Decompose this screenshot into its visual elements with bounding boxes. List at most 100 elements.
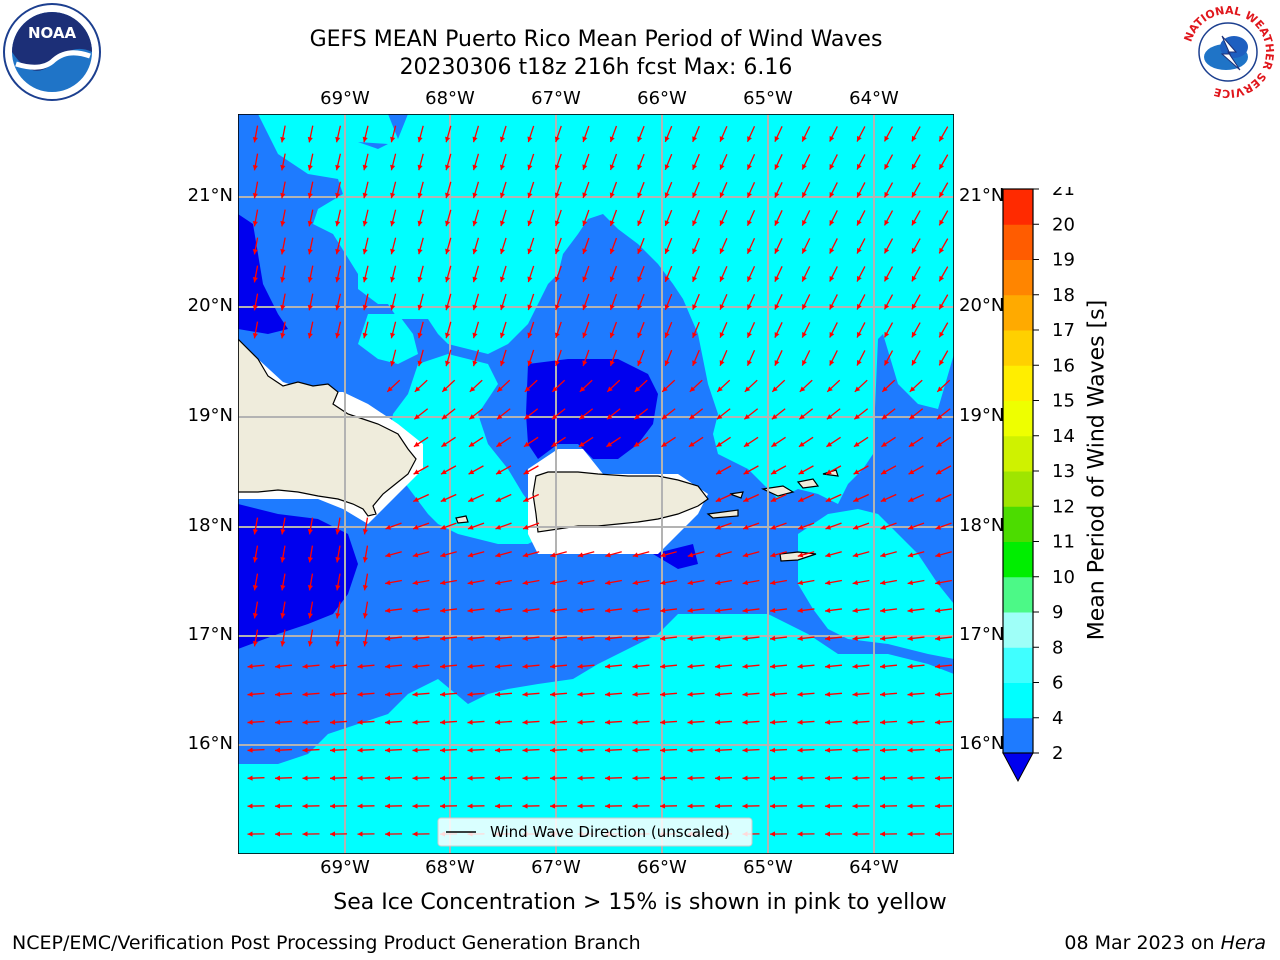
wind-arrow — [445, 321, 452, 339]
wind-arrow — [719, 293, 728, 311]
wind-arrow — [797, 493, 815, 503]
wind-arrow — [746, 321, 756, 339]
wind-arrow — [440, 493, 457, 503]
wind-arrow — [609, 209, 618, 227]
wind-arrow — [715, 579, 732, 586]
wind-arrow — [719, 153, 728, 171]
lon-label-bottom: 64°W — [849, 857, 899, 878]
wind-arrow — [692, 237, 700, 255]
wind-arrow — [714, 775, 733, 781]
wind-arrow — [908, 465, 924, 475]
wind-arrow — [883, 210, 894, 226]
wind-arrow — [742, 635, 760, 641]
wind-arrow — [911, 154, 921, 170]
wind-arrow — [771, 408, 786, 420]
wind-arrow — [826, 379, 841, 393]
wind-arrow — [938, 266, 949, 282]
wind-arrow — [496, 436, 511, 448]
wind-arrow — [659, 663, 678, 669]
wind-arrow — [637, 321, 645, 339]
wind-arrow — [938, 210, 949, 226]
wind-arrow — [280, 601, 286, 619]
wind-arrow — [439, 775, 458, 781]
wind-arrow — [384, 747, 403, 753]
wind-arrow — [307, 629, 314, 647]
wind-arrow — [606, 408, 621, 420]
wind-arrow — [907, 551, 925, 558]
colorbar-tick-label: 21 — [1052, 187, 1075, 200]
wind-arrow — [417, 209, 424, 227]
wind-arrow — [829, 322, 838, 338]
wind-arrow — [357, 719, 375, 725]
wind-arrow — [716, 436, 731, 448]
wind-arrow — [362, 629, 369, 647]
wind-arrow — [801, 266, 811, 282]
wind-arrow — [687, 635, 705, 641]
wind-arrow — [413, 408, 429, 420]
wind-arrow — [335, 209, 342, 227]
wind-arrow — [335, 153, 342, 171]
wind-arrow — [829, 238, 838, 254]
wind-arrow — [522, 663, 540, 669]
wind-arrow — [523, 408, 539, 420]
wind-arrow — [605, 579, 622, 586]
wind-arrow — [825, 493, 842, 503]
wind-arrow — [824, 607, 843, 614]
lon-label-bottom: 68°W — [425, 857, 475, 878]
wind-arrow — [417, 125, 424, 143]
wind-arrow — [880, 579, 897, 586]
wind-arrow — [604, 719, 623, 725]
wind-arrow — [302, 831, 320, 837]
wind-arrow — [274, 663, 293, 669]
wind-arrow — [445, 293, 452, 311]
wind-arrow — [523, 465, 539, 475]
wind-arrow — [774, 154, 783, 170]
wind-arrow — [335, 545, 341, 563]
footer-host: Hera — [1220, 932, 1266, 954]
wind-arrow — [390, 209, 397, 227]
wind-arrow — [335, 265, 342, 283]
wind-arrow — [577, 719, 595, 725]
wind-arrow — [554, 181, 562, 199]
wind-arrow — [527, 349, 535, 367]
wind-arrow — [637, 293, 645, 311]
wind-arrow — [743, 465, 759, 475]
wind-arrow — [879, 831, 898, 837]
wind-arrow — [390, 349, 397, 367]
wind-arrow — [632, 747, 650, 753]
wind-arrow — [247, 831, 265, 837]
wind-arrow — [362, 125, 369, 143]
wind-arrow — [936, 408, 951, 420]
wind-arrow — [938, 322, 949, 338]
colorbar-cell — [1003, 189, 1033, 225]
wind-arrow — [551, 379, 566, 393]
wind-arrow — [801, 322, 811, 338]
wind-arrow — [274, 803, 293, 809]
wind-arrow — [469, 379, 483, 393]
wind-arrow — [362, 517, 369, 535]
wind-arrow — [661, 408, 676, 420]
wind-arrow — [362, 573, 369, 591]
wind-arrow — [357, 691, 375, 697]
wind-arrow — [384, 663, 403, 669]
wind-arrow — [467, 607, 485, 614]
wind-arrow — [307, 517, 314, 535]
puerto-rico-land — [532, 471, 709, 533]
wind-arrow — [280, 573, 286, 591]
wind-arrow — [907, 831, 925, 837]
colorbar-cell — [1003, 330, 1033, 366]
wind-arrow — [852, 493, 870, 503]
lat-label-left: 16°N — [187, 733, 233, 754]
wind-arrow — [467, 663, 485, 669]
wind-arrow — [825, 579, 842, 586]
wind-arrow — [774, 294, 783, 310]
wind-arrow — [495, 579, 512, 586]
wind-arrow — [771, 379, 786, 393]
wind-arrow — [907, 579, 925, 586]
wind-arrow — [938, 182, 949, 198]
colorbar: 2 4 6 8 9 10 11 12 13 14 15 16 17 18 19 20 21 — [1002, 187, 1075, 783]
wind-arrow — [523, 436, 539, 448]
wind-arrow — [881, 408, 896, 420]
wind-arrow — [769, 719, 788, 725]
wind-arrow — [329, 831, 348, 837]
